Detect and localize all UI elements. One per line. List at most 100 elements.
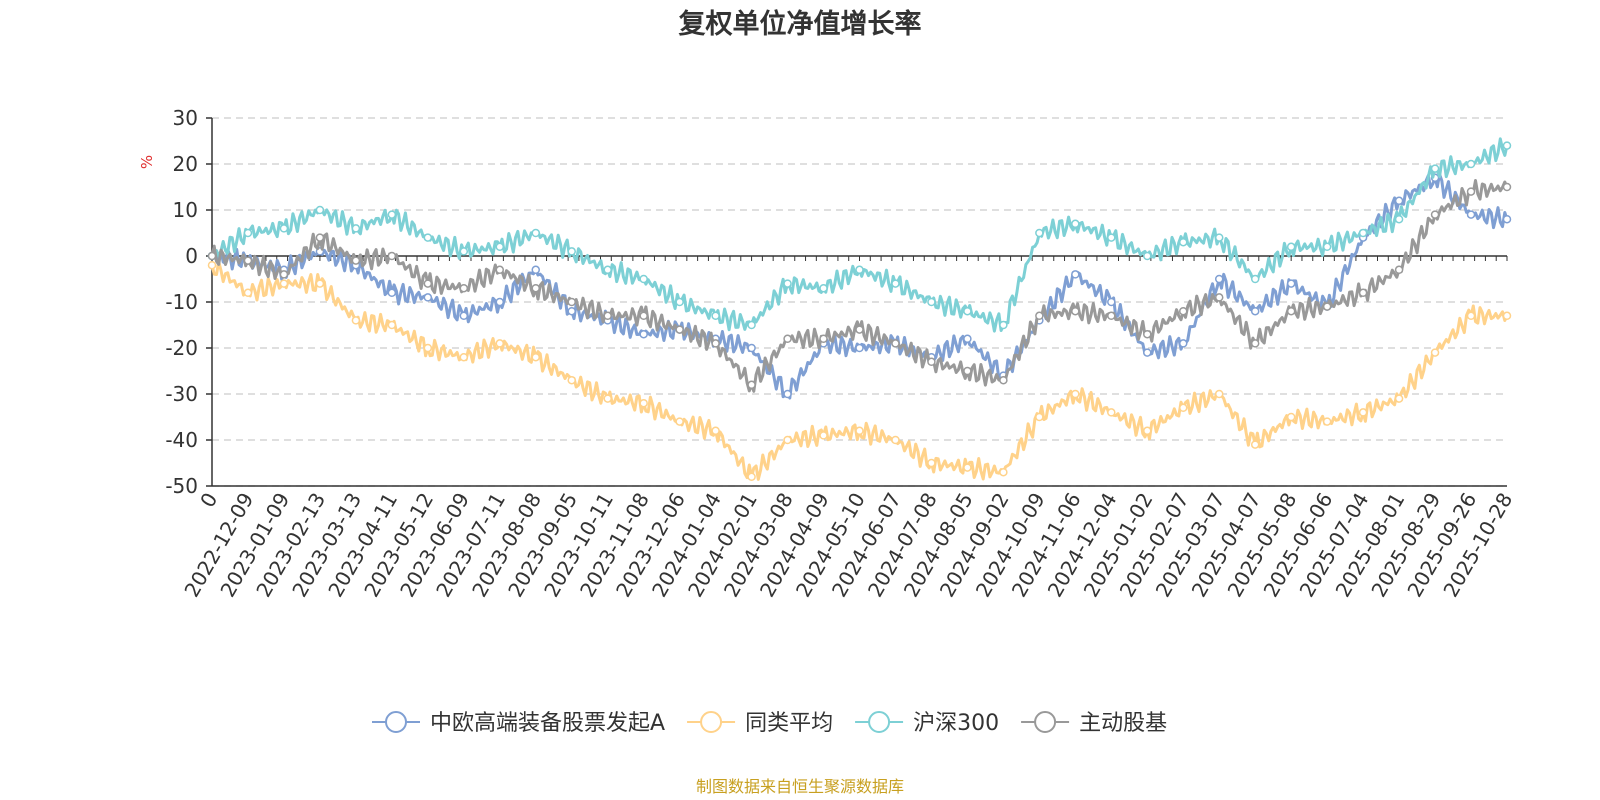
data-point: [351, 224, 361, 233]
data-point: [855, 426, 864, 436]
data-point: [675, 325, 684, 334]
data-point: [1502, 182, 1512, 192]
data-point: [603, 311, 612, 321]
data-point: [1394, 214, 1404, 224]
data-point: [855, 343, 864, 353]
data-point: [1250, 306, 1260, 316]
y-tick-label: 20: [173, 152, 198, 176]
data-point: [1214, 293, 1224, 302]
data-point: [1035, 412, 1044, 422]
data-point: [1250, 274, 1260, 284]
data-point: [1250, 339, 1260, 348]
data-point: [1179, 403, 1188, 413]
data-point: [1071, 219, 1080, 229]
y-tick-label: -40: [165, 428, 198, 452]
data-point: [1358, 228, 1368, 238]
series-3: [207, 179, 1512, 393]
data-point: [855, 265, 864, 275]
data-point: [1214, 274, 1224, 284]
y-axis-ticks: 30 20 10 0 -10 -20 -30 -40 -50: [165, 106, 212, 498]
data-point: [459, 352, 469, 362]
data-point: [567, 297, 576, 307]
data-point: [1430, 164, 1440, 173]
data-point: [783, 389, 792, 399]
legend-label: 中欧高端装备股票发起A: [430, 711, 665, 736]
data-point: [243, 288, 253, 298]
y-tick-label: -50: [165, 474, 198, 498]
data-point: [1214, 233, 1224, 242]
data-point: [1466, 159, 1476, 169]
data-point: [1071, 306, 1080, 316]
legend[interactable]: 中欧高端装备股票发起A 同类平均 沪深300 主动股基: [372, 711, 1167, 736]
data-point: [387, 251, 397, 261]
data-point: [1430, 348, 1440, 357]
data-point: [1107, 311, 1116, 321]
data-point: [243, 228, 253, 238]
data-point: [1107, 408, 1116, 417]
y-tick-label: -10: [165, 290, 198, 314]
data-point: [495, 297, 505, 307]
legend-item-1[interactable]: 同类平均: [687, 711, 833, 736]
data-point: [1286, 242, 1296, 252]
data-point: [495, 339, 505, 348]
legend-item-0[interactable]: 中欧高端装备股票发起A: [372, 711, 665, 736]
data-point: [1179, 306, 1188, 316]
data-point: [891, 435, 900, 445]
legend-item-3[interactable]: 主动股基: [1021, 711, 1167, 736]
data-point: [1358, 288, 1368, 298]
legend-item-2[interactable]: 沪深300: [855, 711, 999, 736]
series-line: [210, 260, 1509, 481]
data-point: [999, 467, 1008, 477]
data-point: [531, 352, 540, 362]
data-point: [927, 357, 936, 367]
data-point: [639, 311, 648, 321]
data-point: [819, 334, 828, 344]
data-point: [351, 256, 361, 265]
data-point: [1466, 311, 1476, 321]
data-point: [1502, 214, 1512, 224]
data-point: [387, 320, 397, 330]
data-point: [423, 233, 433, 242]
data-point: [675, 417, 684, 426]
data-point: [531, 265, 540, 275]
data-point: [1179, 339, 1188, 348]
data-point: [1430, 210, 1440, 219]
data-point: [963, 463, 972, 472]
series-lines: [207, 137, 1512, 482]
data-point: [1107, 233, 1116, 242]
data-point: [1214, 389, 1224, 399]
data-point: [1071, 389, 1080, 399]
data-point: [1502, 311, 1512, 321]
series-0: [207, 172, 1512, 400]
data-point: [1466, 187, 1476, 196]
data-point: [603, 265, 612, 275]
data-point: [963, 306, 972, 316]
data-point: [423, 343, 433, 353]
data-point: [459, 283, 469, 293]
data-point: [459, 247, 469, 256]
data-point: [711, 339, 720, 348]
data-point: [819, 431, 828, 440]
series-2: [207, 137, 1512, 333]
data-point: [747, 343, 756, 353]
y-axis-unit: %: [138, 155, 156, 169]
legend-label: 同类平均: [745, 711, 833, 736]
x-axis-ticks: 02022-12-092023-01-092023-02-132023-03-1…: [179, 488, 1517, 601]
chart-title: 复权单位净值增长率: [679, 8, 922, 40]
legend-label: 沪深300: [913, 711, 999, 736]
data-point: [1143, 348, 1152, 357]
data-point: [639, 274, 648, 284]
data-point: [783, 334, 792, 344]
data-point: [315, 205, 325, 215]
y-tick-label: -20: [165, 336, 198, 360]
data-point: [927, 458, 936, 468]
data-point: [243, 256, 253, 265]
data-point: [675, 297, 684, 307]
data-point: [639, 329, 648, 339]
data-point: [279, 224, 289, 233]
data-point: [1466, 210, 1476, 219]
data-point: [1286, 412, 1296, 422]
data-point: [1286, 279, 1296, 288]
data-point: [639, 398, 648, 408]
